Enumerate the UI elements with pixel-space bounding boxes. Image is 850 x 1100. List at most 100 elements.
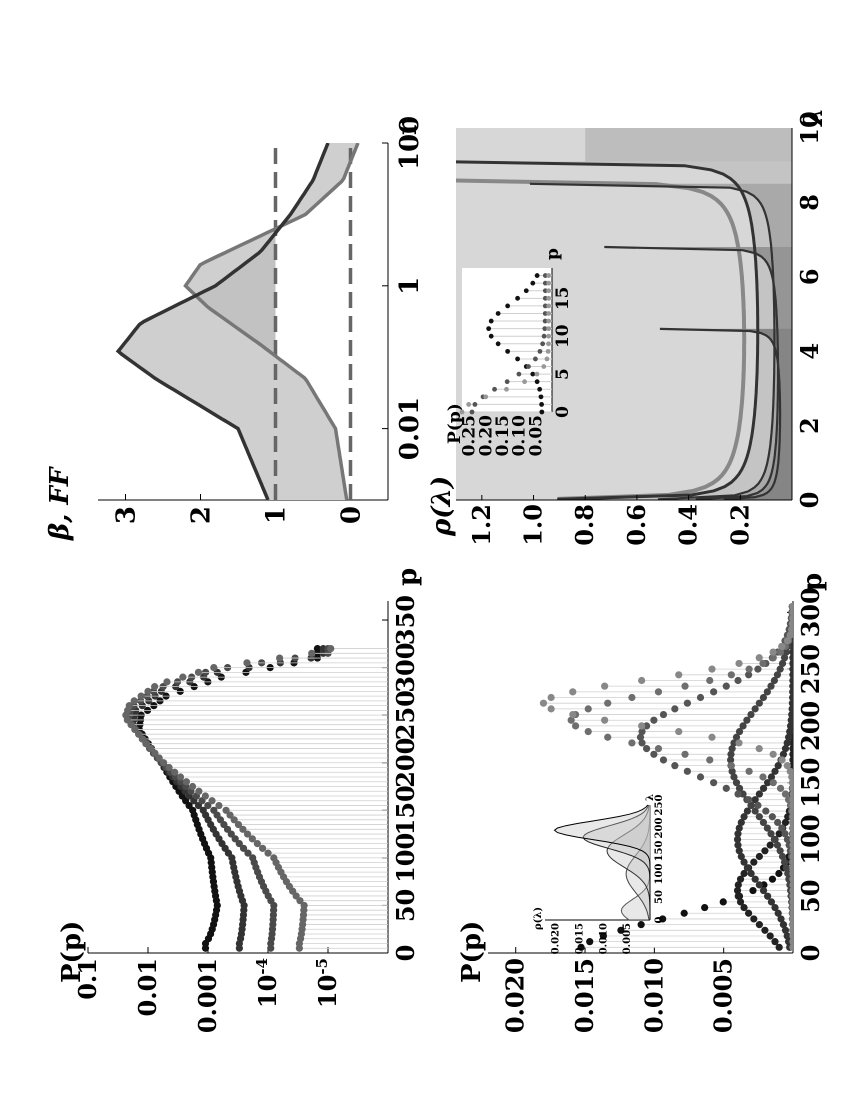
inset-data-point-s0 [495, 341, 501, 347]
inset-data-point-s1 [540, 341, 546, 347]
inset-background [462, 268, 552, 412]
data-point [740, 813, 748, 821]
data-point [734, 676, 742, 685]
data-point [743, 716, 751, 724]
data-point [784, 733, 793, 741]
data-point [788, 693, 793, 702]
data-point [770, 835, 778, 844]
data-point [763, 824, 771, 832]
data-point [788, 625, 793, 633]
inset-data-point-s1 [526, 364, 531, 369]
data-point [774, 818, 782, 827]
inset-y-tick-label: 0.010 [598, 923, 609, 954]
data-point [601, 682, 609, 690]
x-tick-label: 2 [795, 417, 824, 434]
series-3 [122, 644, 388, 952]
inset-data-point-s1 [492, 386, 497, 392]
data-point [734, 830, 742, 838]
series-1-line [183, 143, 360, 500]
data-point [789, 790, 793, 798]
data-point [650, 716, 658, 724]
x-tick-label: 10 [795, 111, 824, 144]
inset-data-point-s2 [504, 386, 509, 392]
data-point [727, 762, 735, 770]
data-point [675, 671, 683, 679]
data-point [230, 816, 238, 824]
data-point [781, 790, 790, 798]
inset-data-point-s1 [542, 303, 548, 309]
data-point [130, 697, 138, 705]
data-point [253, 839, 261, 848]
data-point [749, 886, 757, 895]
data-point [732, 733, 741, 741]
inset-data-point-s0 [488, 318, 494, 324]
data-point [774, 762, 782, 770]
data-point [734, 881, 742, 889]
data-point [739, 790, 747, 798]
data-point [628, 739, 636, 747]
inset-y-tick-label: 0.020 [551, 923, 562, 954]
data-point [782, 864, 790, 872]
x-tick-label: 100 [391, 833, 420, 883]
data-point [789, 665, 793, 673]
data-point [300, 901, 308, 910]
data-point [789, 892, 793, 900]
inset-data-point-s0 [530, 280, 536, 286]
panel-bottom-right: 0 2 4 6 8 10 1.2 1.0 0.8 0.6 0.4 0.2 ρ(λ) λ 0 5 10 15 0.25… [427, 108, 829, 546]
data-point [636, 733, 645, 741]
data-point [789, 671, 793, 679]
data-point [147, 744, 155, 753]
data-point [789, 881, 793, 889]
data-point [201, 792, 209, 800]
inset-x-tick-label: 0 [553, 406, 573, 418]
inset-data-point-s0 [523, 288, 529, 294]
inset-data-point-s0 [537, 386, 543, 392]
data-point [789, 642, 793, 651]
data-point [215, 801, 223, 810]
density-curve-0 [456, 160, 760, 500]
data-point [755, 881, 763, 889]
inset-y-tick-label: 0.15 [493, 415, 513, 456]
inset-data-point-s1 [541, 333, 547, 339]
data-point [659, 756, 668, 764]
data-point [789, 762, 793, 770]
inset-x-tick-label: 250 [654, 795, 665, 816]
data-point [222, 806, 230, 814]
x-tick-label: 250 [391, 690, 420, 740]
data-point [789, 745, 793, 753]
data-point [789, 659, 793, 668]
data-point [789, 676, 793, 685]
series-0-line [115, 143, 330, 500]
data-point [779, 750, 788, 758]
data-point [789, 852, 793, 861]
data-point [547, 705, 555, 713]
data-point [755, 654, 763, 662]
data-point [789, 835, 793, 844]
x-tick-label: 300 [391, 643, 420, 693]
data-point [226, 811, 234, 819]
x-tick-label: 250 [796, 644, 825, 694]
y-tick-label: 0.005 [709, 958, 738, 1033]
data-point [766, 841, 774, 849]
inset-y-title: P(p) [445, 403, 465, 444]
inset-data-point-s2 [466, 402, 472, 407]
x-tick-label: 50 [391, 889, 420, 922]
data-point [654, 688, 663, 696]
data-point [210, 663, 218, 672]
data-point [159, 759, 168, 767]
data-point [789, 784, 793, 792]
inset-data-point-s1 [542, 311, 548, 316]
data-point [234, 820, 243, 829]
x-tick-label: 1 [395, 277, 425, 295]
y-tick-label: 0.010 [639, 958, 668, 1033]
data-point [204, 801, 212, 810]
y-tick-label: 0.2 [725, 504, 754, 546]
data-point [771, 938, 779, 946]
data-point [740, 903, 748, 912]
data-point [789, 608, 793, 616]
data-point [584, 705, 592, 713]
data-point [683, 699, 691, 707]
data-point [778, 824, 786, 832]
